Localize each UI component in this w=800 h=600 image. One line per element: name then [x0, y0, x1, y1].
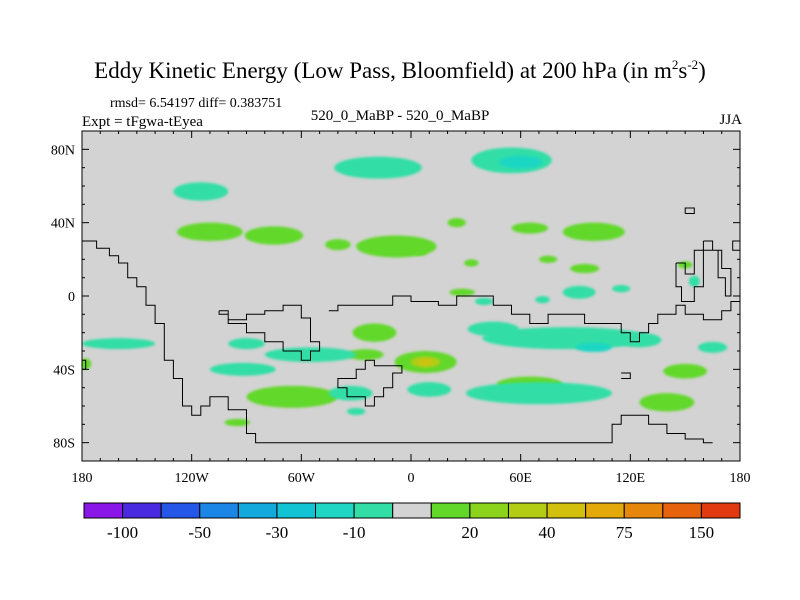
x-tick-label: 0: [408, 471, 415, 486]
anomaly-patch: [334, 156, 422, 179]
colorbar-swatch: [585, 502, 625, 519]
anomaly-patch: [82, 338, 156, 350]
y-tick-label: 80S: [53, 437, 75, 452]
anomaly-patch: [498, 155, 543, 169]
colorbar-swatch: [623, 502, 664, 519]
y-tick-label: 40N: [51, 217, 75, 232]
coastline-contour: [732, 240, 740, 251]
coastline-contour: [675, 249, 704, 302]
x-tick-label: 60E: [509, 471, 532, 486]
anomaly-patch: [538, 255, 558, 263]
colorbar-swatch: [662, 502, 702, 519]
anomaly-patch: [535, 296, 550, 304]
colorbar-swatch: [392, 502, 432, 519]
anomaly-patch: [482, 327, 651, 350]
colorbar-swatch: [700, 502, 741, 519]
comparison-label: 520_0_MaBP - 520_0_MaBP: [310, 108, 490, 124]
anomaly-patch: [419, 359, 433, 365]
anomaly-patch: [347, 407, 366, 416]
anomaly-patch: [575, 342, 613, 352]
anomaly-patch: [177, 222, 243, 241]
anomaly-patch: [224, 418, 251, 427]
x-tick-label: 120W: [175, 471, 210, 486]
anomaly-patch: [449, 288, 475, 297]
colorbar-swatch: [469, 502, 509, 519]
y-tick-label: 40S: [53, 363, 75, 378]
anomaly-patch: [697, 341, 728, 353]
coastline-contour: [218, 304, 321, 361]
colorbar-swatch: [315, 502, 355, 519]
anomaly-patch: [246, 385, 338, 408]
colorbar-label: 75: [616, 523, 633, 542]
coastline-contour: [684, 207, 695, 214]
coastline-contour: [82, 240, 713, 444]
anomaly-patch: [562, 285, 596, 299]
anomaly-patch: [173, 182, 229, 201]
stats-label: rmsd= 6.54197 diff= 0.383751: [110, 96, 283, 111]
chart-title: Eddy Kinetic Energy (Low Pass, Bloomfiel…: [94, 57, 706, 83]
colorbar-label: 20: [461, 523, 478, 542]
colorbar-swatch: [430, 502, 471, 519]
plot-area: [81, 130, 741, 462]
season-label: JJA: [719, 112, 742, 128]
anomaly-patch: [663, 363, 708, 379]
coastline-contour: [328, 295, 740, 343]
anomaly-patch: [325, 239, 351, 251]
anomaly-patch: [82, 358, 92, 370]
x-tick-label: 180: [730, 471, 751, 486]
anomaly-patch: [228, 338, 265, 350]
colorbar-label: -30: [266, 523, 289, 542]
colorbar-label: -100: [107, 523, 138, 542]
colorbar-label: 150: [689, 523, 715, 542]
anomaly-patch: [407, 382, 452, 397]
anomaly-patch: [639, 393, 695, 412]
colorbar-label: -10: [343, 523, 366, 542]
anomaly-patch: [352, 323, 397, 342]
colorbar-swatch: [546, 502, 587, 519]
colorbar-swatch: [83, 502, 124, 519]
experiment-label: Expt = tFgwa-tEyea: [82, 114, 203, 130]
colorbar-swatch: [199, 502, 239, 519]
colorbar-label: 40: [539, 523, 556, 542]
anomaly-patch: [688, 275, 700, 287]
anomaly-patch: [464, 259, 479, 267]
colorbar-swatch: [160, 502, 201, 519]
anomaly-patch: [447, 218, 466, 228]
anomaly-patch: [511, 222, 549, 234]
x-tick-label: 180: [72, 471, 93, 486]
colorbar-swatch: [276, 502, 317, 519]
anomaly-patch: [562, 222, 625, 241]
y-tick-label: 0: [68, 290, 75, 305]
colorbar-swatch: [507, 502, 548, 519]
x-tick-label: 120E: [616, 471, 646, 486]
anomaly-patch: [465, 382, 613, 405]
coastline-contour: [337, 359, 403, 407]
anomaly-patch: [347, 349, 384, 361]
anomaly-patch: [612, 285, 631, 293]
coastline-contour: [621, 372, 631, 379]
x-tick-label: 60W: [288, 471, 316, 486]
anomaly-patch: [209, 362, 276, 376]
anomaly-patch: [412, 248, 428, 256]
anomaly-patch: [474, 297, 494, 306]
y-tick-label: 80N: [51, 143, 75, 158]
anomaly-patch: [570, 263, 600, 274]
anomaly-patch: [467, 321, 519, 337]
colorbar-label: -50: [188, 523, 211, 542]
colorbar-swatch: [237, 502, 278, 519]
anomaly-patch: [244, 226, 304, 245]
coastline-contour: [702, 240, 732, 297]
anomaly-patch: [328, 385, 373, 401]
colorbar-swatch: [122, 502, 162, 519]
colorbar-swatch: [353, 502, 394, 519]
